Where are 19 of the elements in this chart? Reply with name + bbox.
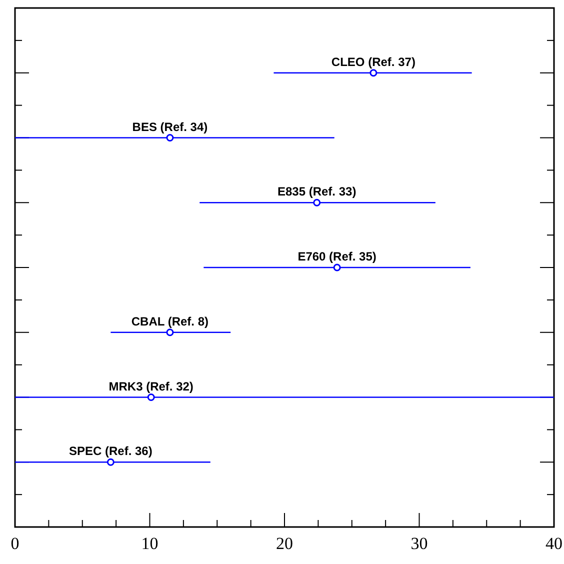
- point: [147, 394, 155, 401]
- point: [166, 328, 174, 336]
- x-tick-label: 30: [410, 534, 428, 553]
- point: [166, 134, 174, 142]
- x-tick-label: 40: [546, 534, 562, 553]
- y-tick-label: E835 (Ref. 33): [277, 184, 356, 199]
- x-tick-label: 20: [276, 534, 293, 553]
- point: [370, 69, 378, 77]
- y-tick-label: BES (Ref. 34): [132, 120, 208, 134]
- y-tick-label: CLEO (Ref. 37): [331, 54, 416, 69]
- point: [106, 458, 114, 466]
- y-tick-label: E760 (Ref. 35): [298, 250, 376, 264]
- point: [313, 198, 321, 206]
- x-tick-label: 10: [141, 534, 158, 553]
- y-tick-label: CBAL (Ref. 8): [131, 314, 209, 328]
- y-tick-label: SPEC (Ref. 36): [68, 444, 152, 458]
- x-tick-label: 0: [10, 534, 20, 553]
- y-tick-label: MRK3 (Ref. 32): [108, 379, 194, 394]
- point: [333, 264, 341, 272]
